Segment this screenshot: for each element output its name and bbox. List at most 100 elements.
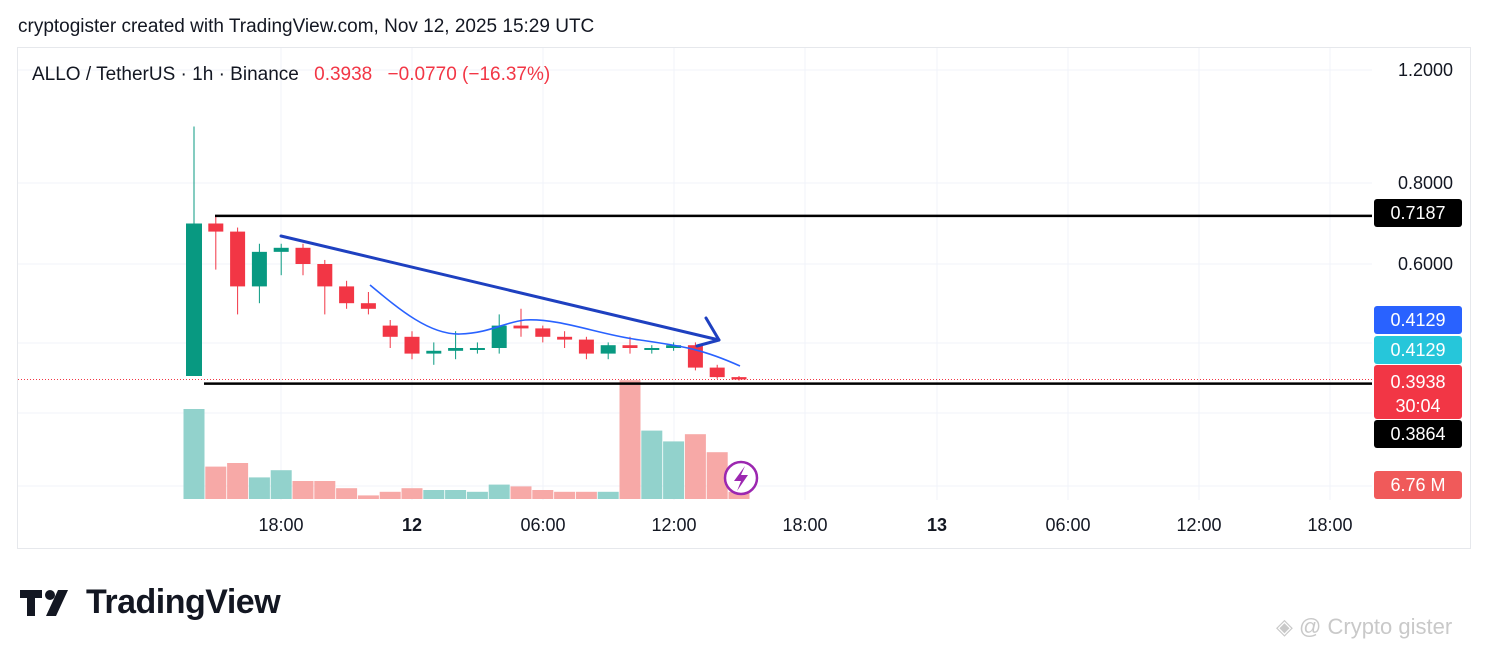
last-price-badge: 0.3938 30:04 bbox=[1374, 365, 1462, 419]
time-tick-label: 12:00 bbox=[1176, 515, 1221, 535]
price-tick-label: 0.6000 bbox=[1398, 254, 1453, 274]
tradingview-brand: TradingView bbox=[20, 583, 281, 622]
svg-text:0.7187: 0.7187 bbox=[1390, 203, 1445, 223]
candle-body bbox=[731, 377, 747, 380]
candle-body bbox=[208, 223, 224, 232]
volume-bar bbox=[423, 490, 445, 499]
candle-body bbox=[251, 251, 267, 287]
volume-bar bbox=[597, 491, 619, 499]
candle-body bbox=[273, 247, 289, 252]
symbol-name: ALLO / TetherUS · 1h · Binance bbox=[32, 64, 299, 85]
ma-price-badge: 0.4129 bbox=[1374, 306, 1462, 334]
volume-bar bbox=[641, 430, 663, 499]
lightning-icon bbox=[723, 460, 759, 496]
price-axis: 1.2000 0.8000 0.6000 bbox=[1398, 60, 1453, 274]
moving-average-line bbox=[369, 284, 741, 367]
svg-text:6.76 M: 6.76 M bbox=[1390, 475, 1445, 495]
volume-bar bbox=[205, 466, 227, 499]
candle-body bbox=[709, 367, 725, 378]
candle-body bbox=[491, 325, 507, 348]
volume-bar bbox=[706, 452, 728, 499]
symbol-legend: ALLO / TetherUS · 1h · Binance 0.3938 −0… bbox=[32, 64, 550, 86]
brand-name: TradingView bbox=[86, 583, 281, 621]
candle-body bbox=[295, 247, 311, 264]
time-tick-label: 12 bbox=[402, 515, 422, 535]
candle-body bbox=[448, 348, 464, 351]
volume-bar bbox=[663, 441, 685, 499]
candle-body bbox=[469, 348, 485, 350]
volume-bar bbox=[445, 490, 467, 499]
tradingview-logo-icon bbox=[20, 589, 68, 616]
price-tick-label: 0.8000 bbox=[1398, 173, 1453, 193]
chart-grid bbox=[18, 48, 1372, 500]
volume-bars bbox=[183, 380, 750, 499]
volume-bar bbox=[401, 488, 423, 499]
time-tick-label: 18:00 bbox=[782, 515, 827, 535]
watermark-text: @ Crypto gister bbox=[1299, 614, 1453, 639]
candle-body bbox=[535, 328, 551, 337]
candle-body bbox=[360, 303, 376, 309]
volume-bar bbox=[684, 434, 706, 499]
time-tick-label: 18:00 bbox=[1307, 515, 1352, 535]
volume-bar bbox=[336, 488, 358, 499]
price-badges: 0.7187 0.4129 0.4129 0.3938 30:04 0.3864 6.76 … bbox=[1374, 199, 1462, 499]
time-tick-label: 12:00 bbox=[651, 515, 696, 535]
time-tick-label: 13 bbox=[927, 515, 947, 535]
candle-body bbox=[382, 325, 398, 337]
volume-bar bbox=[619, 380, 641, 499]
volume-bar bbox=[532, 490, 554, 499]
price-candles bbox=[186, 126, 747, 381]
candle-body bbox=[666, 345, 682, 348]
time-tick-label: 18:00 bbox=[258, 515, 303, 535]
indicator-price-badge: 0.4129 bbox=[1374, 336, 1462, 364]
volume-bar bbox=[554, 491, 576, 499]
candle-body bbox=[317, 264, 333, 287]
volume-bar bbox=[183, 409, 205, 499]
volume-bar bbox=[488, 484, 510, 499]
svg-text:30:04: 30:04 bbox=[1395, 396, 1440, 416]
time-axis: 18:00 12 06:00 12:00 18:00 13 06:00 12:00 18:00 bbox=[258, 515, 1352, 535]
candle-body bbox=[600, 345, 616, 354]
candle-body bbox=[622, 345, 638, 348]
volume-bar bbox=[314, 481, 336, 499]
volume-bar bbox=[248, 477, 270, 499]
volume-badge: 6.76 M bbox=[1374, 471, 1462, 499]
volume-bar bbox=[466, 491, 488, 499]
time-tick-label: 06:00 bbox=[520, 515, 565, 535]
chart-attribution: cryptogister created with TradingView.co… bbox=[18, 16, 595, 37]
chart-overlays bbox=[204, 214, 1372, 496]
svg-text:0.4129: 0.4129 bbox=[1390, 340, 1445, 360]
volume-bar bbox=[575, 491, 597, 499]
trendline-arrow bbox=[279, 234, 721, 342]
watermark: ◈ @ Crypto gister bbox=[1276, 614, 1452, 640]
candle-body bbox=[186, 223, 202, 376]
trendline-arrowhead bbox=[695, 316, 721, 348]
chart-frame bbox=[17, 47, 1471, 549]
volume-bar bbox=[270, 470, 292, 499]
candle-body bbox=[513, 325, 529, 329]
resistance-price-badge: 0.7187 bbox=[1374, 199, 1462, 227]
candle-body bbox=[404, 336, 420, 354]
volume-bar bbox=[357, 495, 379, 499]
volume-bar bbox=[379, 491, 401, 499]
svg-text:0.4129: 0.4129 bbox=[1390, 310, 1445, 330]
candle-body bbox=[230, 231, 246, 287]
volume-bar bbox=[510, 486, 532, 499]
time-tick-label: 06:00 bbox=[1045, 515, 1090, 535]
candle-body bbox=[339, 286, 355, 304]
volume-bar bbox=[227, 463, 249, 499]
last-price: 0.3938 bbox=[314, 64, 373, 85]
candle-body bbox=[644, 348, 660, 350]
volume-bar bbox=[728, 491, 750, 499]
svg-text:0.3864: 0.3864 bbox=[1390, 424, 1445, 444]
support-price-badge: 0.3864 bbox=[1374, 420, 1462, 448]
price-change: −0.0770 (−16.37%) bbox=[387, 64, 551, 85]
svg-text:0.3938: 0.3938 bbox=[1390, 372, 1445, 392]
candle-body bbox=[557, 336, 573, 340]
candle-body bbox=[578, 339, 594, 354]
watermark-icon: ◈ bbox=[1276, 614, 1300, 639]
price-tick-label: 1.2000 bbox=[1398, 60, 1453, 80]
candle-body bbox=[426, 350, 442, 354]
volume-bar bbox=[292, 481, 314, 499]
